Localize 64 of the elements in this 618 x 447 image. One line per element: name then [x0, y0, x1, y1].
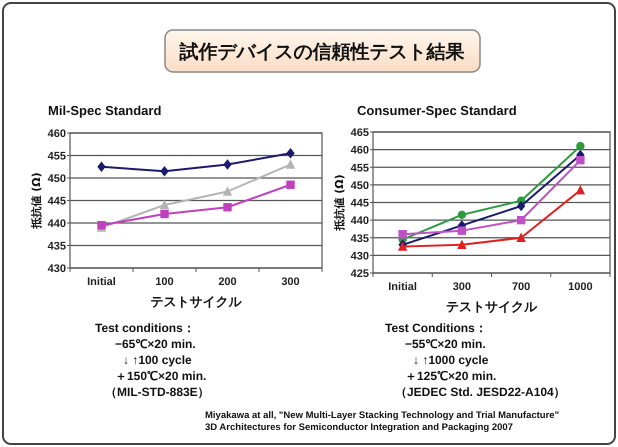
y-tick-label: 455: [48, 150, 66, 162]
text: 3D Architectures for Semiconductor Integration and Packaging 2007: [205, 422, 513, 433]
y-tick-label: 460: [350, 144, 369, 157]
x-tick-label: Initial: [388, 281, 417, 293]
text: （JEDEC Std. JESD22-A104）: [395, 385, 566, 399]
x-tick-label: 300: [452, 281, 472, 293]
x-tick-label: 1000: [568, 281, 593, 293]
y-axis-title: 抵抗値 (Ω): [30, 172, 43, 230]
x-tick-label: 300: [281, 276, 300, 288]
text: Miyakawa at all, "New Multi-Layer Stacking Technology and Trial Manufacture": [205, 410, 560, 421]
y-tick-label: 445: [350, 198, 369, 210]
point: [516, 200, 526, 212]
point: [398, 230, 407, 238]
text: ＋125℃×20 min.: [405, 369, 496, 383]
y-tick-label: 440: [350, 215, 369, 228]
y-tick-label: 430: [48, 263, 66, 275]
x-tick-label: 200: [218, 276, 237, 288]
point: [286, 180, 295, 189]
x-axis-title: テストサイクル: [150, 295, 242, 310]
y-axis-title: 抵抗値 (Ω): [333, 174, 346, 232]
x-tick-label: 100: [155, 276, 174, 288]
text: −65℃×20 min.: [115, 337, 196, 351]
text: （MIL-STD-883E）: [105, 385, 210, 399]
text: ↓ ↑1000 cycle: [413, 353, 489, 367]
y-tick-label: 455: [350, 162, 369, 174]
point: [160, 210, 169, 218]
y-tick-label: 435: [48, 240, 66, 252]
y-tick-label: 430: [350, 250, 369, 262]
y-tick-label: 440: [48, 218, 66, 230]
text: 試作デバイスの信頼性テスト結果: [178, 41, 466, 63]
y-tick-label: 425: [350, 268, 369, 280]
text: Test Conditions：: [385, 321, 487, 335]
point: [458, 210, 466, 220]
point: [223, 159, 232, 170]
y-tick-label: 450: [48, 173, 66, 185]
text: ↓ ↑100 cycle: [123, 353, 192, 367]
x-tick-label: Initial: [87, 276, 116, 288]
point: [223, 203, 232, 212]
y-tick-label: 435: [350, 232, 369, 245]
point: [222, 186, 232, 196]
text: −55℃×20 min.: [405, 337, 486, 351]
chart-title: Consumer-Spec Standard: [357, 103, 517, 118]
point: [576, 142, 585, 150]
point: [286, 159, 296, 169]
point: [97, 221, 106, 230]
point: [516, 216, 526, 224]
y-tick-label: 460: [48, 128, 66, 140]
point: [458, 226, 466, 235]
point: [160, 166, 169, 176]
point: [160, 200, 170, 210]
x-axis-title: テストサイクル: [446, 300, 538, 315]
point: [97, 162, 106, 172]
y-tick-label: 465: [350, 127, 369, 139]
point: [516, 232, 526, 242]
point: [286, 148, 295, 158]
point: [576, 184, 586, 194]
x-tick-label: 700: [512, 281, 530, 293]
y-tick-label: 450: [350, 180, 369, 192]
point: [457, 240, 467, 249]
chart-title: Mil-Spec Standard: [48, 103, 162, 118]
y-tick-label: 445: [48, 196, 66, 208]
text: Test conditions：: [95, 321, 195, 335]
point: [576, 156, 585, 164]
text: ＋150℃×20 min.: [115, 369, 206, 383]
